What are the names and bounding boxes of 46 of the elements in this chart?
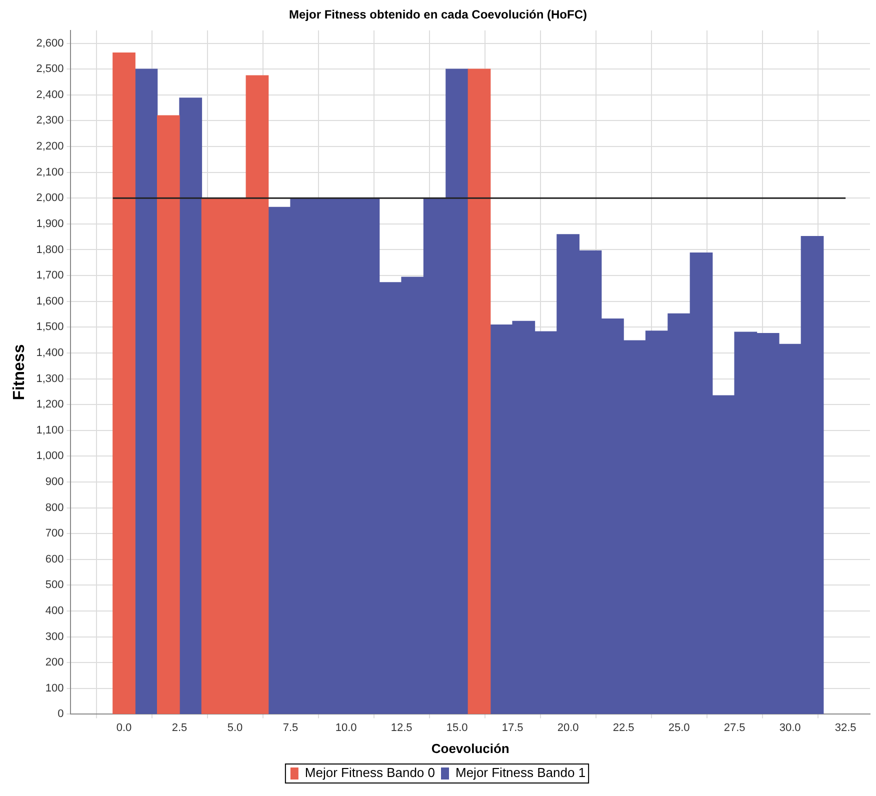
legend-label: Mejor Fitness Bando 1 xyxy=(456,765,586,780)
y-tick-label: 1,300 xyxy=(36,372,64,385)
y-tick-label: 1,800 xyxy=(36,244,64,256)
y-tick-label: 900 xyxy=(45,476,64,488)
x-tick-label: 15.0 xyxy=(446,722,468,734)
x-tick-label: 17.5 xyxy=(502,722,524,734)
y-tick-label: 1,900 xyxy=(36,218,64,230)
y-tick-label: 1,700 xyxy=(36,270,64,282)
x-tick-label: 12.5 xyxy=(390,722,412,734)
y-tick-label: 1,500 xyxy=(36,321,64,334)
y-tick-label: 600 xyxy=(45,553,64,566)
y-tick-label: 300 xyxy=(45,630,64,643)
y-tick-label: 100 xyxy=(45,682,64,694)
chart-title: Mejor Fitness obtenido en cada Coevolución (HoFC) xyxy=(288,8,588,22)
y-tick-label: 700 xyxy=(45,528,64,540)
y-tick-label: 2,200 xyxy=(36,140,64,153)
y-tick-label: 2,100 xyxy=(36,166,64,178)
y-tick-label: 800 xyxy=(45,502,64,514)
y-tick-label: 500 xyxy=(45,579,64,592)
y-tick-label: 2,300 xyxy=(36,114,64,127)
y-tick-label: 1,100 xyxy=(36,424,64,436)
x-tick-label: 32.5 xyxy=(834,722,856,734)
y-tick-label: 2,500 xyxy=(36,63,64,76)
y-tick-label: 2,400 xyxy=(36,88,64,101)
x-axis-title: Coevolución xyxy=(431,740,510,756)
y-tick-label: 1,400 xyxy=(36,346,64,359)
x-tick-label: 20.0 xyxy=(557,722,579,734)
x-tick-label: 22.5 xyxy=(612,722,634,734)
y-tick-label: 1,000 xyxy=(36,450,64,462)
y-tick-label: 1,200 xyxy=(36,398,64,411)
y-tick-label: 200 xyxy=(45,656,64,669)
legend-label: Mejor Fitness Bando 0 xyxy=(304,765,436,780)
x-tick-label: 10.0 xyxy=(335,722,357,734)
y-tick-label: 400 xyxy=(45,605,64,618)
x-tick-label: 2.5 xyxy=(172,722,188,734)
x-tick-label: 5.0 xyxy=(227,722,243,734)
y-tick-label: 2,600 xyxy=(36,37,64,50)
y-axis-title: Fitness xyxy=(11,344,28,400)
x-tick-label: 7.5 xyxy=(282,722,298,734)
x-tick-label: 30.0 xyxy=(779,722,801,734)
x-tick-label: 0.0 xyxy=(116,722,132,734)
y-tick-label: 0 xyxy=(58,708,64,720)
x-tick-label: 27.5 xyxy=(724,722,746,734)
x-tick-label: 25.0 xyxy=(668,722,690,734)
y-tick-label: 1,600 xyxy=(36,295,64,308)
y-tick-label: 2,000 xyxy=(36,192,64,204)
